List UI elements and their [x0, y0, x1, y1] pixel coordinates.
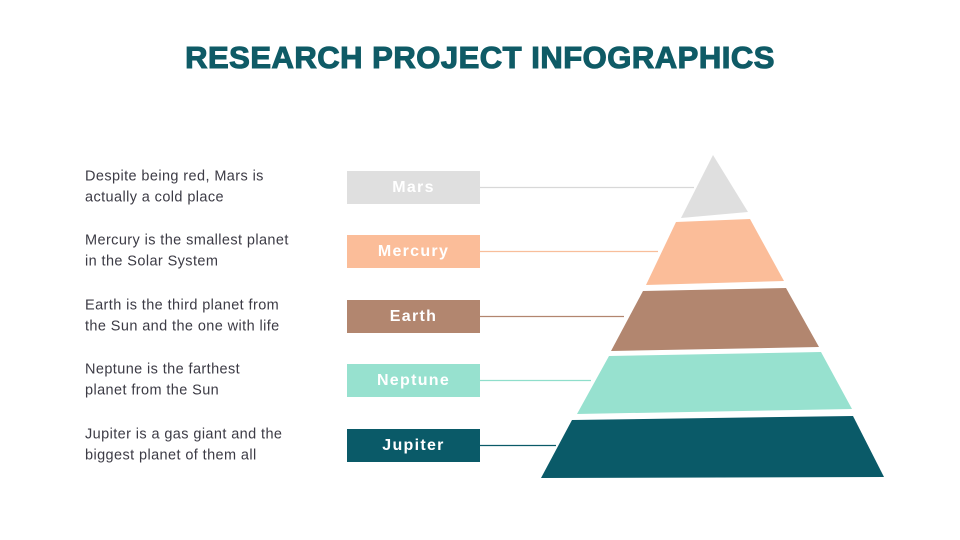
description-line: Mercury is the smallest planet	[85, 232, 289, 248]
description-line: in the Solar System	[85, 253, 219, 270]
planet-row-neptune: Neptune is the farthest planet from the …	[0, 361, 960, 399]
planet-label-box-mercury: Mercury	[347, 235, 480, 268]
planet-label: Neptune	[376, 371, 451, 389]
planet-label-box-jupiter: Jupiter	[347, 429, 480, 462]
planet-row-mercury: Mercury is the smallest planet in the So…	[0, 232, 960, 270]
planet-label-box-neptune: Neptune	[347, 364, 480, 397]
planet-row-jupiter: Jupiter is a gas giant and the biggest p…	[0, 426, 960, 464]
pyramid-segment-neptune	[577, 352, 852, 414]
page-title: RESEARCH PROJECT INFOGRAPHICS	[185, 39, 775, 75]
planet-label: Jupiter	[382, 436, 445, 454]
planet-label: Earth	[389, 307, 438, 325]
planet-label: Mercury	[377, 242, 450, 260]
planet-row-mars: Despite being red, Mars is actually a co…	[0, 168, 960, 206]
planet-label: Mars	[392, 178, 435, 196]
description-line: biggest planet of them all	[85, 447, 257, 464]
planet-description-mars: Despite being red, Mars is actually a co…	[85, 166, 335, 209]
description-line: Despite being red, Mars is	[85, 168, 264, 184]
description-line: Neptune is the farthest	[85, 361, 241, 377]
description-line: actually a cold place	[85, 189, 224, 206]
pyramid-segment-earth	[611, 288, 819, 351]
pyramid-segment-mercury	[646, 219, 784, 285]
description-line: planet from the Sun	[85, 382, 220, 399]
pyramid-segment-mars	[681, 155, 748, 218]
planet-row-earth: Earth is the third planet from the Sun a…	[0, 297, 960, 335]
planet-description-mercury: Mercury is the smallest planet in the So…	[85, 230, 335, 273]
planet-description-jupiter: Jupiter is a gas giant and the biggest p…	[85, 424, 335, 467]
description-line: the Sun and the one with life	[85, 318, 280, 335]
description-line: Jupiter is a gas giant and the	[85, 426, 283, 442]
pyramid-segment-jupiter	[541, 416, 884, 478]
planet-label-box-earth: Earth	[347, 300, 480, 333]
planet-description-neptune: Neptune is the farthest planet from the …	[85, 359, 335, 402]
planet-description-earth: Earth is the third planet from the Sun a…	[85, 295, 335, 338]
planet-label-box-mars: Mars	[347, 171, 480, 204]
description-line: Earth is the third planet from	[85, 297, 280, 313]
